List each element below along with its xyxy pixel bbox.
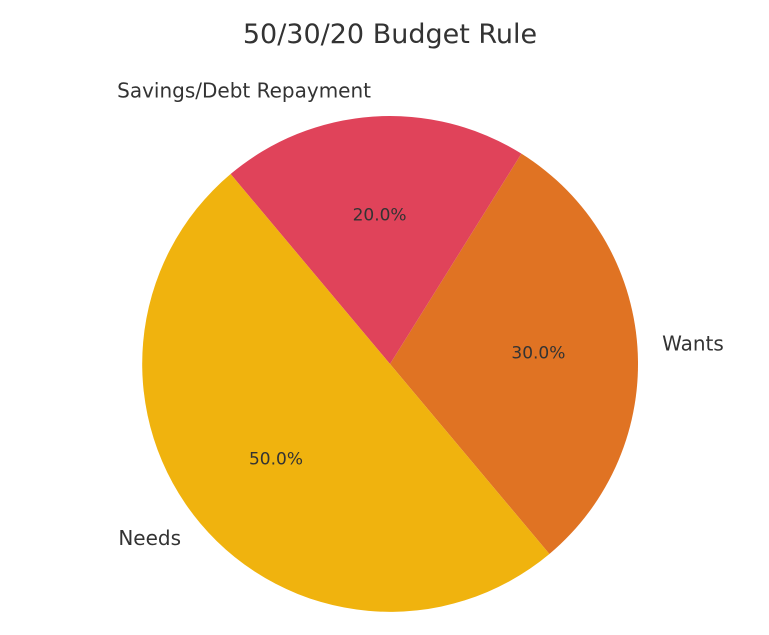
- slice-percent-label: 50.0%: [249, 450, 303, 470]
- pie-labels: Wants 30.0% Savings/Debt Repayment 20.0% Nee…: [117, 78, 724, 550]
- slice-percent-label: 20.0%: [353, 206, 407, 226]
- pie-slice-wants: [390, 153, 639, 554]
- slice-category-label: Wants: [662, 332, 724, 356]
- slice-percent-label: 30.0%: [511, 344, 565, 364]
- pie-slice-savings-debt-repayment: [230, 115, 522, 364]
- chart-title: 50/30/20 Budget Rule: [243, 19, 537, 50]
- slice-category-label: Needs: [118, 526, 181, 550]
- pie-slices: [142, 115, 639, 612]
- pie-slice-needs: [142, 174, 550, 612]
- slice-category-label: Savings/Debt Repayment: [117, 78, 371, 102]
